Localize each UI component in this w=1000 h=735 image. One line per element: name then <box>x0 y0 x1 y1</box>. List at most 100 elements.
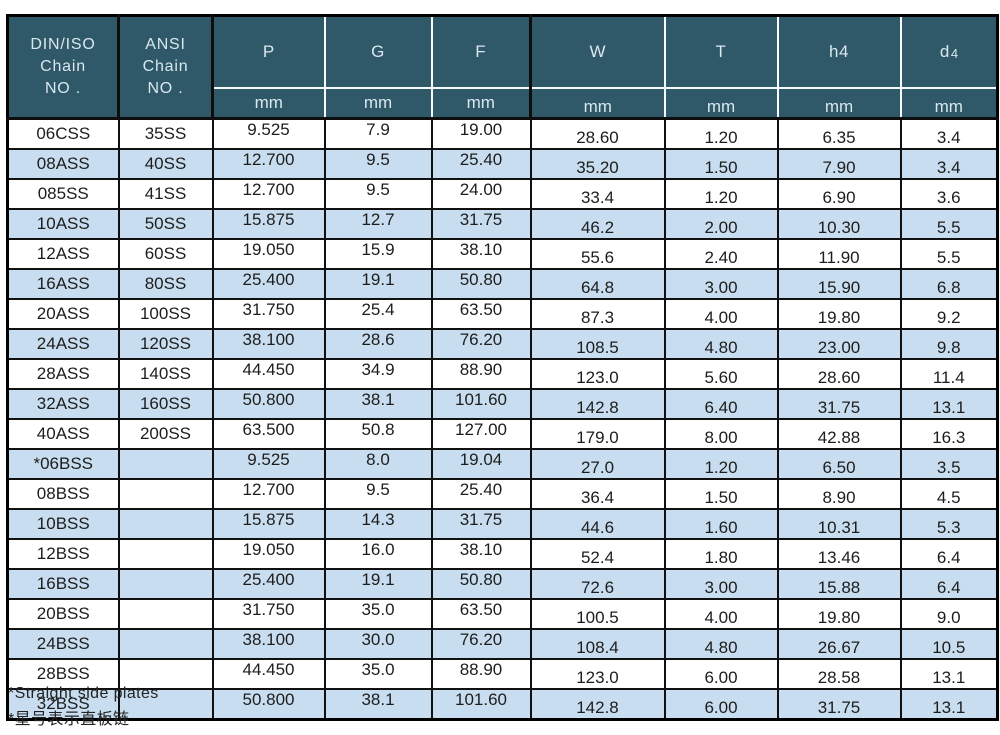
cell-p: 15.875 <box>211 507 326 540</box>
cell-t: 2.40 <box>663 237 779 270</box>
cell-p: 38.100 <box>211 327 326 360</box>
cell-g: 25.4 <box>323 297 433 330</box>
cell-w: 72.6 <box>529 567 666 600</box>
cell-ansi <box>117 447 214 480</box>
cell-f: 50.80 <box>430 567 532 600</box>
cell-p: 15.875 <box>211 207 326 240</box>
cell-p: 25.400 <box>211 567 326 600</box>
cell-d4: 6.8 <box>899 267 999 300</box>
cell-ansi: 35SS <box>117 117 214 150</box>
unit-g: mm <box>323 86 433 120</box>
cell-h4: 10.30 <box>776 207 902 240</box>
cell-h4: 11.90 <box>776 237 902 270</box>
table-row: 16BSS 25.400 19.1 50.80 72.6 3.00 15.88 6.4 <box>6 567 999 600</box>
cell-w: 108.5 <box>529 327 666 360</box>
col-header-p: P <box>211 14 326 89</box>
cell-ansi <box>117 567 214 600</box>
cell-t: 1.80 <box>663 537 779 570</box>
col-header-t: T <box>663 14 779 89</box>
d4-subscript: 4 <box>950 45 959 61</box>
cell-f: 19.04 <box>430 447 532 480</box>
cell-f: 76.20 <box>430 627 532 660</box>
cell-p: 38.100 <box>211 627 326 660</box>
cell-h4: 31.75 <box>776 387 902 420</box>
cell-w: 36.4 <box>529 477 666 510</box>
cell-d4: 11.4 <box>899 357 999 390</box>
cell-h4: 6.90 <box>776 177 902 210</box>
cell-t: 1.50 <box>663 147 779 180</box>
table-row: 28BSS 44.450 35.0 88.90 123.0 6.00 28.58 13.1 <box>6 657 999 690</box>
cell-w: 123.0 <box>529 357 666 390</box>
cell-w: 64.8 <box>529 267 666 300</box>
unit-p: mm <box>211 86 326 120</box>
cell-din-iso: 06CSS <box>6 117 120 150</box>
col-header-f: F <box>430 14 532 89</box>
cell-h4: 42.88 <box>776 417 902 450</box>
cell-f: 101.60 <box>430 687 532 720</box>
table-row: 10ASS 50SS 15.875 12.7 31.75 46.2 2.00 10.30 5.5 <box>6 207 999 240</box>
table-row: 28ASS 140SS 44.450 34.9 88.90 123.0 5.60 28.60 1… <box>6 357 999 390</box>
cell-g: 16.0 <box>323 537 433 570</box>
cell-ansi: 140SS <box>117 357 214 390</box>
cell-h4: 19.80 <box>776 297 902 330</box>
cell-d4: 9.8 <box>899 327 999 360</box>
table-row: 20ASS 100SS 31.750 25.4 63.50 87.3 4.00 19.80 9.… <box>6 297 999 330</box>
cell-g: 15.9 <box>323 237 433 270</box>
table-row: 32ASS 160SS 50.800 38.1 101.60 142.8 6.40 31.75… <box>6 387 999 420</box>
cell-din-iso: 28BSS <box>6 657 120 690</box>
cell-h4: 31.75 <box>776 687 902 720</box>
cell-d4: 13.1 <box>899 657 999 690</box>
cell-t: 6.00 <box>663 687 779 720</box>
cell-f: 19.00 <box>430 117 532 150</box>
cell-h4: 13.46 <box>776 537 902 570</box>
cell-din-iso: 08ASS <box>6 147 120 180</box>
cell-g: 34.9 <box>323 357 433 390</box>
cell-g: 50.8 <box>323 417 433 450</box>
cell-f: 38.10 <box>430 237 532 270</box>
cell-f: 63.50 <box>430 297 532 330</box>
cell-g: 9.5 <box>323 477 433 510</box>
cell-p: 44.450 <box>211 657 326 690</box>
cell-h4: 26.67 <box>776 627 902 660</box>
cell-d4: 3.6 <box>899 177 999 210</box>
cell-t: 5.60 <box>663 357 779 390</box>
cell-t: 6.40 <box>663 387 779 420</box>
cell-t: 1.20 <box>663 177 779 210</box>
cell-ansi: 40SS <box>117 147 214 180</box>
cell-ansi: 160SS <box>117 387 214 420</box>
cell-p: 63.500 <box>211 417 326 450</box>
cell-w: 87.3 <box>529 297 666 330</box>
cell-w: 44.6 <box>529 507 666 540</box>
cell-d4: 13.1 <box>899 387 999 420</box>
cell-h4: 7.90 <box>776 147 902 180</box>
cell-din-iso: 40ASS <box>6 417 120 450</box>
cell-ansi <box>117 537 214 570</box>
col-header-w: W <box>529 14 666 89</box>
cell-din-iso: 16BSS <box>6 567 120 600</box>
cell-t: 4.00 <box>663 597 779 630</box>
cell-t: 2.00 <box>663 207 779 240</box>
cell-ansi <box>117 477 214 510</box>
unit-w: mm <box>529 86 666 120</box>
cell-p: 19.050 <box>211 237 326 270</box>
col-header-d4: d4 <box>899 14 999 89</box>
cell-g: 8.0 <box>323 447 433 480</box>
cell-g: 19.1 <box>323 267 433 300</box>
cell-t: 4.80 <box>663 327 779 360</box>
cell-h4: 10.31 <box>776 507 902 540</box>
cell-g: 9.5 <box>323 177 433 210</box>
table-row: 085SS 41SS 12.700 9.5 24.00 33.4 1.20 6.90 3.6 <box>6 177 999 210</box>
cell-w: 55.6 <box>529 237 666 270</box>
cell-din-iso: 16ASS <box>6 267 120 300</box>
cell-din-iso: 20BSS <box>6 597 120 630</box>
table-row: 24BSS 38.100 30.0 76.20 108.4 4.80 26.67 10.5 <box>6 627 999 660</box>
cell-p: 12.700 <box>211 147 326 180</box>
cell-h4: 28.58 <box>776 657 902 690</box>
cell-din-iso: 12ASS <box>6 237 120 270</box>
cell-ansi <box>117 657 214 690</box>
cell-din-iso: *06BSS <box>6 447 120 480</box>
table-row: 20BSS 31.750 35.0 63.50 100.5 4.00 19.80 9.0 <box>6 597 999 630</box>
cell-din-iso: 085SS <box>6 177 120 210</box>
cell-d4: 10.5 <box>899 627 999 660</box>
cell-ansi: 80SS <box>117 267 214 300</box>
